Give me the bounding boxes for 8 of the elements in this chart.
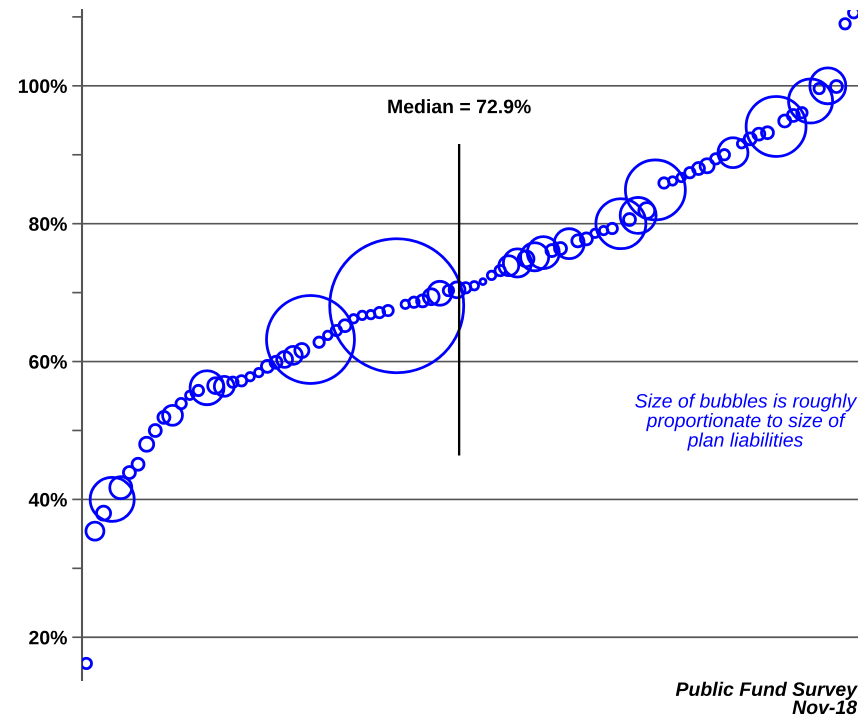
text: Public Fund Survey Nov-18 (676, 682, 858, 714)
y-tick-label: 60% (29, 355, 67, 369)
y-tick-label: 100% (18, 79, 67, 94)
y-tick-label: 40% (28, 492, 67, 507)
y-tick-label: 80% (29, 217, 67, 231)
annotation: Size of bubbles is roughly proportionate to size of plan liabilities (635, 393, 858, 451)
annotation: Median = 72.9% (388, 99, 531, 114)
y-tick-label: 20% (29, 630, 67, 644)
